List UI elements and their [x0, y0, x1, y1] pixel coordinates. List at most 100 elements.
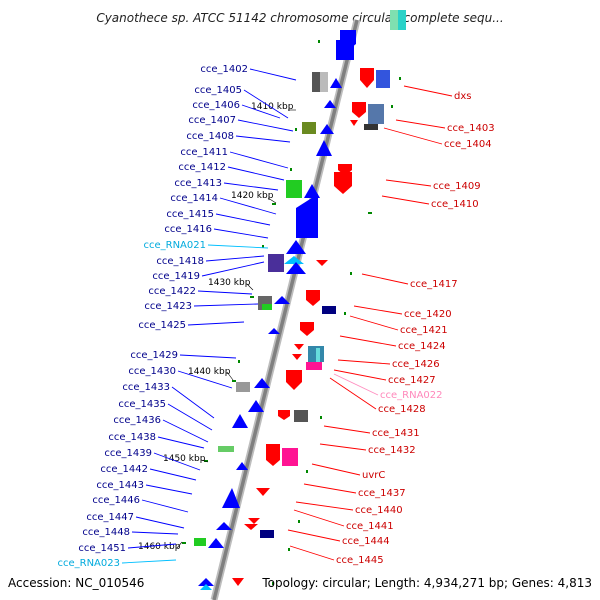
- kbp-labels: 1410 kbp 1420 kbp 1430 kbp 1440 kbp 1450 kbp…: [138, 102, 296, 552]
- gene-label[interactable]: cce_1402: [200, 64, 248, 75]
- gene-arrow-plus: [198, 578, 214, 586]
- gene-arrow-minus: [352, 102, 366, 118]
- gene-label[interactable]: cce_1424: [398, 341, 446, 352]
- tick: [306, 470, 308, 473]
- tick: [288, 548, 290, 551]
- kbp-label: 1440 kbp: [188, 367, 231, 377]
- gene-label[interactable]: cce_1408: [186, 131, 234, 142]
- gene-box-purple: [268, 254, 284, 272]
- gene-label[interactable]: cce_1439: [104, 448, 152, 459]
- gene-arrow-plus: [320, 124, 334, 134]
- gene-arrow-minus: [306, 290, 320, 306]
- leader-line: [237, 119, 294, 132]
- gene-label[interactable]: cce_1440: [355, 505, 403, 516]
- gene-label[interactable]: cce_1445: [336, 555, 384, 566]
- leader-line: [179, 354, 237, 359]
- gene-arrow-plus-large: [222, 488, 240, 508]
- gene-label[interactable]: cce_1437: [358, 488, 406, 499]
- gene-label[interactable]: cce_1415: [166, 209, 214, 220]
- gene-label[interactable]: cce_1435: [118, 399, 166, 410]
- leader-line: [395, 119, 446, 129]
- gene-label[interactable]: cce_1446: [92, 495, 140, 506]
- gene-label[interactable]: cce_1430: [128, 366, 176, 377]
- kbp-label: 1430 kbp: [208, 278, 251, 288]
- gene-label[interactable]: cce_1425: [138, 320, 186, 331]
- gene-label[interactable]: cce_1410: [431, 199, 479, 210]
- gene-box-gray: [236, 382, 250, 392]
- gene-arrow-plus: [274, 296, 290, 304]
- leader-line: [207, 244, 269, 249]
- gene-box-navy: [260, 530, 274, 538]
- gene-label[interactable]: cce_1427: [388, 375, 436, 386]
- tick: [262, 245, 264, 248]
- gene-box-green: [262, 304, 272, 310]
- gene-label[interactable]: cce_1412: [178, 162, 226, 173]
- leader-line: [193, 303, 259, 307]
- gene-box-pink: [282, 448, 298, 466]
- gene-label[interactable]: uvrC: [362, 470, 385, 481]
- leader-line: [145, 484, 193, 495]
- gene-label[interactable]: dxs: [454, 91, 471, 102]
- leader-line: [329, 377, 377, 410]
- gene-label[interactable]: cce_1438: [108, 432, 156, 443]
- gene-label[interactable]: cce_1406: [192, 100, 240, 111]
- gene-arrow-plus: [330, 78, 342, 88]
- gene-label[interactable]: cce_1433: [122, 382, 170, 393]
- gene-label[interactable]: cce_1428: [378, 404, 426, 415]
- gene-label[interactable]: cce_1442: [100, 464, 148, 475]
- gene-label[interactable]: cce_1429: [130, 350, 178, 361]
- gene-label[interactable]: cce_1414: [170, 193, 218, 204]
- gene-arrow-minus: [334, 172, 352, 194]
- gene-label[interactable]: cce_1431: [372, 428, 420, 439]
- tick: [320, 416, 322, 419]
- gene-label[interactable]: cce_1403: [447, 123, 495, 134]
- gene-label[interactable]: cce_1413: [174, 178, 222, 189]
- gene-label[interactable]: cce_1405: [194, 85, 242, 96]
- gene-label[interactable]: cce_1441: [346, 521, 394, 532]
- gene-box-gray-2: [320, 72, 328, 92]
- gene-arrow-plus: [324, 100, 336, 108]
- gene-arrow-plus: [268, 328, 280, 334]
- gene-label[interactable]: cce_1447: [86, 512, 134, 523]
- rna-label[interactable]: cce_RNA022: [380, 390, 443, 401]
- gene-label[interactable]: cce_1417: [410, 279, 458, 290]
- gene-label[interactable]: cce_1409: [433, 181, 481, 192]
- tick: [350, 272, 352, 275]
- gene-arrow-plus: [232, 414, 248, 428]
- kbp-label: 1410 kbp: [251, 102, 294, 112]
- gene-label[interactable]: cce_1448: [82, 527, 130, 538]
- gene-label[interactable]: cce_1418: [156, 256, 204, 267]
- leader-line: [197, 290, 253, 295]
- gene-arrow-minus: [232, 578, 244, 586]
- leader-line: [229, 151, 289, 169]
- leader-line: [167, 403, 213, 431]
- gene-label[interactable]: cce_1420: [404, 309, 452, 320]
- gene-label[interactable]: cce_1411: [180, 147, 228, 158]
- gene-arrow-plus: [304, 184, 320, 198]
- gene-label[interactable]: cce_1407: [188, 115, 236, 126]
- gene-box-olive: [302, 122, 316, 134]
- gene-label[interactable]: cce_1419: [152, 271, 200, 282]
- gene-label[interactable]: cce_1422: [148, 286, 196, 297]
- gene-label[interactable]: cce_1436: [113, 415, 161, 426]
- rna-label[interactable]: cce_RNA023: [57, 558, 120, 569]
- leader-line: [235, 135, 291, 143]
- gene-label[interactable]: cce_1421: [400, 325, 448, 336]
- gene-arrow-minus: [292, 354, 302, 360]
- gene-label[interactable]: cce_1432: [368, 445, 416, 456]
- gene-arrow-plus: [248, 400, 264, 412]
- gene-label[interactable]: cce_1451: [78, 543, 126, 554]
- gene-label[interactable]: cce_1426: [392, 359, 440, 370]
- leader-line: [149, 468, 197, 481]
- gene-label[interactable]: cce_1416: [164, 224, 212, 235]
- kbp-leader: [246, 283, 254, 291]
- tick: [250, 296, 254, 298]
- gene-label[interactable]: cce_1423: [144, 301, 192, 312]
- gene-label[interactable]: cce_1444: [342, 536, 390, 547]
- rna-label[interactable]: cce_RNA021: [143, 240, 206, 251]
- gene-arrow-plus: [254, 378, 270, 388]
- left-leader-lines: [121, 68, 297, 564]
- gene-label[interactable]: cce_1404: [444, 139, 492, 150]
- gene-label[interactable]: cce_1443: [96, 480, 144, 491]
- leader-line: [227, 166, 285, 181]
